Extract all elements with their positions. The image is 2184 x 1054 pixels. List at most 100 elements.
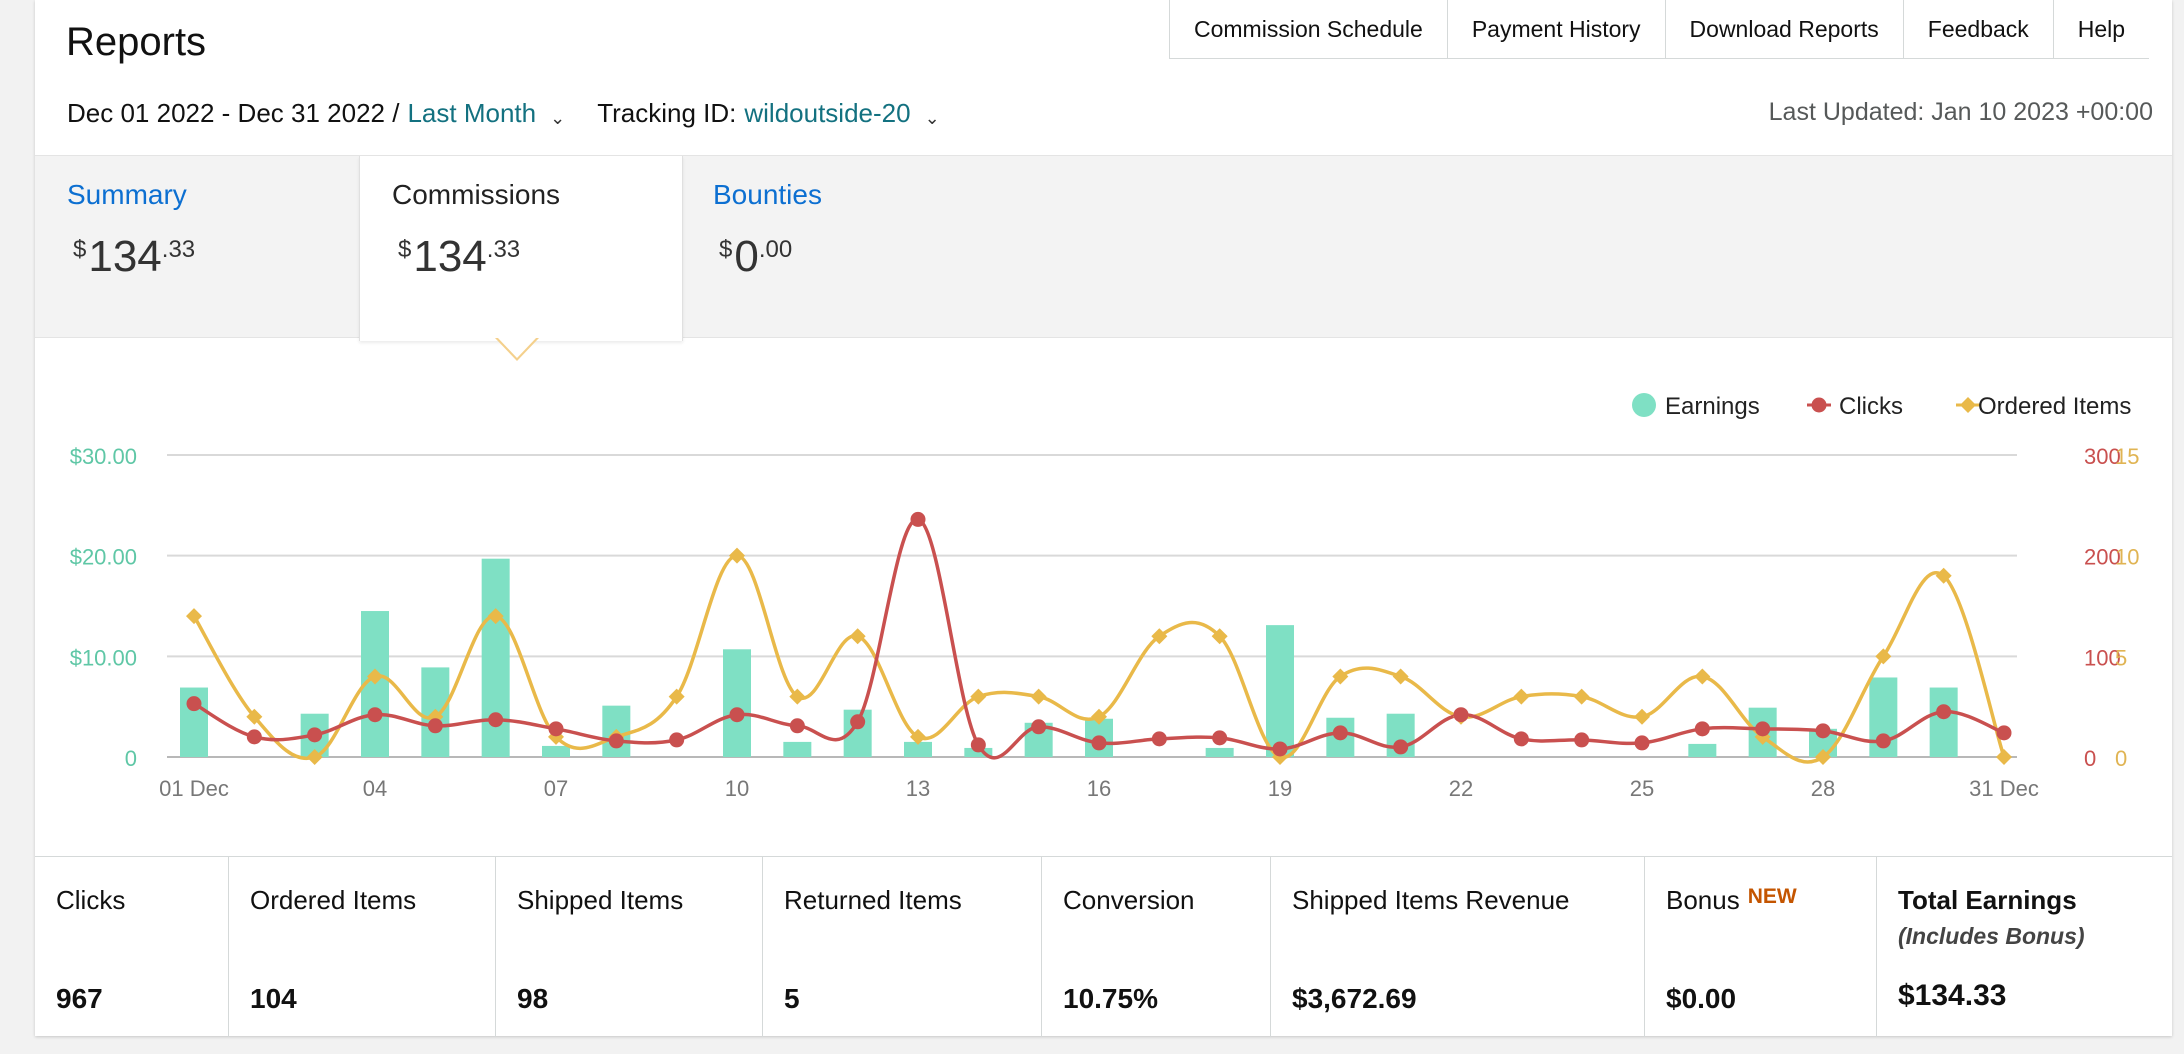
ordered-items-point — [186, 608, 202, 625]
metric-label: Shipped Items — [517, 885, 684, 915]
ordered-items-point — [849, 628, 866, 645]
y-tick-label-left: 0 — [125, 746, 137, 771]
ordered-items-point — [1513, 688, 1530, 705]
earnings-bar — [783, 741, 812, 757]
ordered-items-point — [789, 688, 806, 705]
metric-value: $134.33 — [1898, 979, 2007, 1012]
amount-cents: .33 — [161, 236, 196, 263]
amount-dollars: 134 — [88, 232, 162, 281]
ordered-items-point — [970, 688, 987, 705]
x-tick-label: 19 — [1268, 776, 1292, 801]
tab-feedback[interactable]: Feedback — [1904, 0, 2054, 58]
ordered-items-point — [1332, 668, 1349, 685]
currency-symbol: $ — [719, 236, 733, 263]
summary-amount: $134.33 — [73, 232, 195, 282]
metric-label: Returned Items — [784, 885, 962, 915]
tab-download-reports[interactable]: Download Reports — [1666, 0, 1904, 58]
period-label: Last Month — [407, 98, 537, 128]
clicks-point — [1031, 719, 1047, 735]
clicks-point — [1272, 741, 1288, 757]
metric-value: 967 — [56, 983, 103, 1014]
tab-bounties-label: Bounties — [713, 179, 822, 210]
tab-summary-label: Summary — [67, 179, 187, 210]
ordered-items-point — [1151, 628, 1168, 645]
ordered-items-point — [1392, 668, 1409, 685]
filter-bar: Dec 01 2022 - Dec 31 2022 / Last Month ⌄ … — [67, 98, 940, 129]
legend-ordered-label: Ordered Items — [1978, 393, 2131, 420]
currency-symbol: $ — [398, 236, 412, 263]
metric-label: Clicks — [56, 885, 126, 915]
metric-value: $0.00 — [1666, 983, 1737, 1014]
earnings-bar — [964, 747, 993, 757]
earnings-bar — [1205, 747, 1234, 757]
clicks-point — [729, 707, 745, 723]
earnings-bar — [904, 741, 932, 757]
ordered-items-point — [1935, 567, 1952, 584]
metric-label: Shipped Items Revenue — [1292, 885, 1570, 915]
tab-commission-schedule[interactable]: Commission Schedule — [1170, 0, 1448, 58]
clicks-point — [789, 718, 805, 734]
x-tick-label: 01 Dec — [159, 776, 229, 801]
metrics-row: Clicks 967 Ordered Items 104 Shipped Ite… — [35, 856, 2172, 1037]
ordered-items-point — [1573, 688, 1590, 705]
tab-summary[interactable]: Summary $134.33 — [35, 156, 357, 337]
active-tab-caret-inner — [497, 337, 537, 358]
tracking-id-dropdown[interactable]: wildoutside-20 ⌄ — [744, 98, 939, 129]
metric-value: 10.75% — [1063, 983, 1158, 1014]
clicks-point — [186, 696, 202, 712]
ordered-items-point — [668, 688, 685, 705]
earnings-bar — [1266, 625, 1294, 757]
x-tick-label: 10 — [725, 776, 749, 801]
clicks-point — [1936, 704, 1952, 720]
metric-shipped-items: Shipped Items 98 — [496, 857, 763, 1037]
metric-conversion: Conversion 10.75% — [1042, 857, 1271, 1037]
metric-label: Conversion — [1063, 885, 1195, 915]
metric-label: Total Earnings — [1898, 885, 2077, 915]
y-tick-label-clicks: 200 — [2084, 545, 2121, 570]
y-tick-label-left: $20.00 — [70, 545, 137, 570]
x-tick-label: 31 Dec — [1969, 776, 2039, 801]
last-updated-text: Last Updated: Jan 10 2023 +00:00 — [1768, 98, 2153, 126]
clicks-point — [1091, 735, 1107, 751]
tracking-id-label: Tracking ID: — [597, 98, 737, 128]
tab-help[interactable]: Help — [2077, 16, 2126, 42]
y-tick-label-clicks: 300 — [2084, 444, 2121, 469]
clicks-point — [1634, 735, 1650, 751]
tracking-id-value: wildoutside-20 — [744, 98, 911, 128]
currency-symbol: $ — [73, 236, 87, 263]
ordered-items-point — [1815, 749, 1831, 765]
amount-dollars: 0 — [734, 232, 759, 281]
clicks-point — [1694, 721, 1710, 737]
ordered-items-point — [246, 708, 263, 725]
clicks-point — [1453, 707, 1469, 723]
page-title: Reports — [66, 20, 207, 64]
metric-shipped-items-revenue: Shipped Items Revenue $3,672.69 — [1271, 857, 1645, 1037]
earnings-bar — [1688, 743, 1717, 757]
metric-bonus: Bonus NEW $0.00 — [1645, 857, 1877, 1037]
ordered-items-point — [1875, 648, 1892, 665]
clicks-point — [246, 729, 262, 745]
clicks-point — [427, 718, 443, 734]
clicks-point — [1212, 730, 1228, 746]
amount-dollars: 134 — [413, 232, 487, 281]
bounties-amount: $0.00 — [719, 232, 792, 282]
earnings-bar — [542, 745, 570, 757]
bonus-label-text: Bonus — [1666, 885, 1740, 915]
legend-ordered-icon — [1960, 397, 1976, 413]
ordered-items-point — [1030, 688, 1047, 705]
new-badge: NEW — [1747, 885, 1797, 908]
ordered-items-point — [487, 608, 504, 625]
clicks-point — [367, 707, 383, 723]
metric-total-earnings: Total Earnings (Includes Bonus) $134.33 — [1877, 857, 2172, 1037]
clicks-point — [1332, 725, 1348, 741]
y-tick-label-ordered: 15 — [2115, 444, 2139, 469]
clicks-point — [1151, 731, 1167, 747]
clicks-point — [850, 714, 866, 730]
metric-label: Ordered Items — [250, 885, 417, 915]
clicks-point — [488, 712, 504, 728]
tab-commissions[interactable]: Commissions $134.33 — [359, 156, 683, 341]
period-dropdown[interactable]: Last Month ⌄ — [407, 98, 565, 129]
tab-bounties[interactable]: Bounties $0.00 — [681, 156, 1003, 337]
tab-payment-history[interactable]: Payment History — [1448, 0, 1666, 58]
clicks-point — [1755, 721, 1771, 737]
